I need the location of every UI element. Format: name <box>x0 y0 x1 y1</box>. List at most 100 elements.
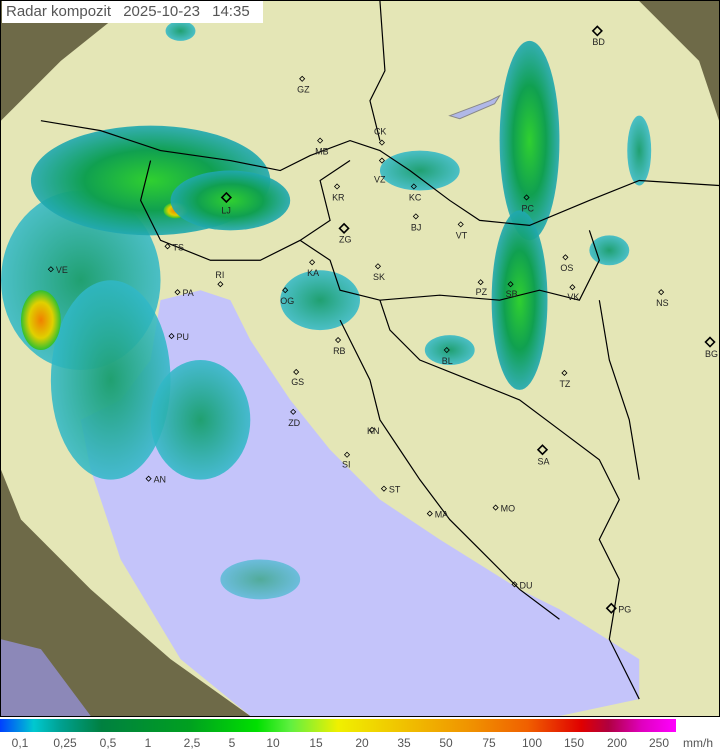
city-sk: SK <box>373 263 385 282</box>
city-label: PA <box>182 288 193 298</box>
legend-tick: 20 <box>355 736 369 750</box>
city-st: ST <box>380 485 401 495</box>
city-vk: VK <box>567 284 579 302</box>
legend-labels: 0,1 0,25 0,5 1 2,5 5 10 15 20 35 50 75 100 150 200 250 m… <box>0 736 720 750</box>
city-pu: PU <box>168 332 189 342</box>
city-tz: TZ <box>559 369 571 389</box>
city-label: NS <box>656 298 668 308</box>
city-diamond-icon <box>334 183 341 190</box>
city-label: VZ <box>374 174 386 184</box>
city-label: MO <box>501 504 515 514</box>
city-label: KN <box>367 426 379 436</box>
title-time: 14:35 <box>212 3 250 20</box>
title-label: Radar kompozit <box>6 3 112 20</box>
city-label: PG <box>618 604 631 614</box>
city-diamond-icon <box>290 408 297 415</box>
city-sa: SA <box>536 444 550 467</box>
city-kr: KR <box>332 183 345 202</box>
city-label: VK <box>567 292 579 302</box>
capital-diamond-icon <box>591 25 603 37</box>
capital-diamond-icon <box>220 191 232 204</box>
city-pa: PA <box>174 288 194 298</box>
city-vt: VT <box>456 221 468 240</box>
city-label: KA <box>307 268 319 278</box>
city-label: CK <box>374 127 386 137</box>
legend-tick: 15 <box>309 736 323 750</box>
city-diamond-icon <box>164 243 171 250</box>
city-ns: NS <box>656 289 669 308</box>
city-diamond-icon <box>378 157 385 164</box>
city-diamond-icon <box>299 75 306 82</box>
city-diamond-icon <box>309 259 316 266</box>
title-date: 2025-10-23 <box>123 3 200 20</box>
city-label: BJ <box>411 222 421 232</box>
map-title: Radar kompozit 2025-10-23 14:35 <box>2 1 263 23</box>
city-label: PU <box>177 332 189 342</box>
city-diamond-icon <box>426 510 433 517</box>
capital-diamond-icon <box>338 222 350 234</box>
city-label: SB <box>506 289 518 299</box>
city-ve: VE <box>47 265 68 275</box>
city-bj: BJ <box>411 213 421 232</box>
radar-map[interactable]: GZ MB CK VZ KR KC BJ VT ZG KA SK OG PZ SB OS VK NS BG BD PC… <box>0 0 720 717</box>
city-label: PC <box>522 203 535 213</box>
city-zd: ZD <box>288 408 301 428</box>
city-label: KC <box>409 192 422 202</box>
city-label: AN <box>154 475 166 485</box>
legend-tick: 50 <box>439 736 453 750</box>
city-label: SA <box>538 457 550 467</box>
city-diamond-icon <box>523 194 530 201</box>
city-label: SK <box>373 272 385 282</box>
city-diamond-icon <box>507 281 514 288</box>
legend-unit: mm/h <box>683 736 713 750</box>
city-diamond-icon <box>368 426 376 433</box>
city-og: OG <box>280 287 294 306</box>
city-an: AN <box>145 475 166 485</box>
outside-sea <box>1 639 91 716</box>
city-label: VE <box>56 265 68 275</box>
capital-diamond-icon <box>704 336 716 348</box>
city-ma: MA <box>426 510 448 520</box>
city-diamond-icon <box>174 289 181 296</box>
city-diamond-icon <box>569 284 576 291</box>
city-diamond-icon <box>561 369 568 377</box>
capital-diamond-icon <box>536 444 549 456</box>
legend-tick: 10 <box>266 736 280 750</box>
city-diamond-icon <box>412 213 419 220</box>
city-diamond-icon <box>293 368 300 376</box>
city-bl: BL <box>442 346 453 366</box>
city-diamond-icon <box>410 183 417 190</box>
city-label: ZG <box>339 234 351 244</box>
lake-balaton <box>448 94 501 120</box>
city-diamond-icon <box>378 139 385 146</box>
city-pc: PC <box>522 194 535 213</box>
legend-tick: 75 <box>482 736 496 750</box>
legend-tick: 2,5 <box>183 736 201 750</box>
city-gs: GS <box>291 368 304 387</box>
city-diamond-icon <box>217 281 224 288</box>
city-label: GZ <box>297 85 310 95</box>
city-diamond-icon <box>282 287 289 294</box>
city-label: SI <box>342 460 350 470</box>
city-label: RB <box>333 346 345 356</box>
city-diamond-icon <box>477 279 484 286</box>
city-diamond-icon <box>457 221 464 228</box>
city-label: TS <box>173 242 184 252</box>
city-label: VT <box>456 230 468 240</box>
city-label: ZD <box>288 418 300 428</box>
legend-tick: 150 <box>563 736 585 750</box>
city-label: BD <box>592 37 605 47</box>
city-ka: KA <box>307 259 319 278</box>
city-kc: KC <box>409 183 422 202</box>
city-zg: ZG <box>338 222 352 244</box>
city-pg: PG <box>605 602 631 614</box>
city-diamond-icon <box>658 289 665 296</box>
city-label: BG <box>705 349 718 359</box>
city-mb: MB <box>315 137 329 157</box>
legend-tick: 100 <box>521 736 543 750</box>
city-diamond-icon <box>374 263 382 270</box>
city-label: OG <box>280 296 294 306</box>
legend-tick: 250 <box>648 736 670 750</box>
city-bd: BD <box>591 25 605 47</box>
city-ri: RI <box>215 270 224 288</box>
